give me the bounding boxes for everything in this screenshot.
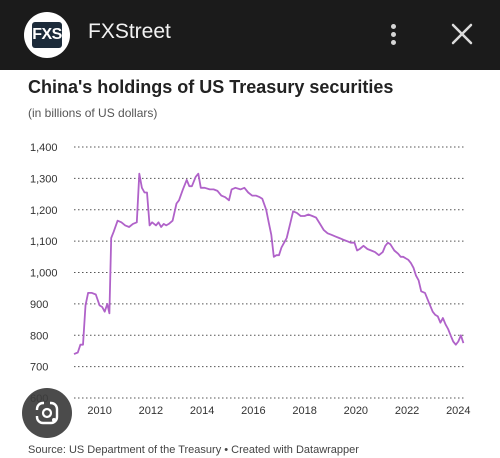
x-tick-label: 2018 xyxy=(292,405,316,417)
series-line xyxy=(73,172,465,355)
chart-title: China's holdings of US Treasury securiti… xyxy=(28,77,394,97)
google-lens-icon[interactable] xyxy=(22,388,72,438)
line-chart: 6007008009001,0001,1001,2001,3001,400201… xyxy=(30,142,471,417)
x-tick-label: 2012 xyxy=(139,405,163,417)
app-bar: FXS FXStreet xyxy=(0,0,500,70)
x-tick-label: 2016 xyxy=(241,405,265,417)
y-tick-label: 1,300 xyxy=(30,173,58,185)
x-tick-label: 2022 xyxy=(395,405,419,417)
y-tick-label: 1,400 xyxy=(30,142,58,154)
logo-badge: FXS xyxy=(32,22,62,48)
chart-subtitle: (in billions of US dollars) xyxy=(28,106,158,120)
y-tick-label: 800 xyxy=(30,330,48,342)
x-tick-label: 2010 xyxy=(87,405,111,417)
x-tick-label: 2014 xyxy=(190,405,214,417)
y-tick-label: 700 xyxy=(30,362,48,374)
y-tick-label: 900 xyxy=(30,299,48,311)
y-tick-label: 1,100 xyxy=(30,236,58,248)
y-tick-label: 1,000 xyxy=(30,268,58,280)
fxstreet-logo[interactable]: FXS xyxy=(24,12,70,58)
y-tick-label: 1,200 xyxy=(30,205,58,217)
x-tick-label: 2024 xyxy=(446,405,470,417)
close-icon[interactable] xyxy=(446,18,478,50)
logo-text: FXS xyxy=(32,26,62,43)
x-tick-label: 2020 xyxy=(344,405,368,417)
source-note: Source: US Department of the Treasury • … xyxy=(28,444,359,456)
more-vert-icon[interactable] xyxy=(380,20,406,50)
app-title: FXStreet xyxy=(88,20,171,43)
